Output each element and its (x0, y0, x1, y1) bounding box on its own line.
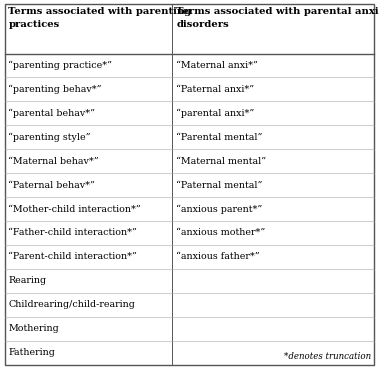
Text: “Mother-child interaction*”: “Mother-child interaction*” (8, 204, 141, 214)
Text: “parenting style”: “parenting style” (8, 132, 91, 142)
Text: Fathering: Fathering (8, 348, 55, 357)
Text: Terms associated with parental anxiety
disorders: Terms associated with parental anxiety d… (176, 7, 379, 29)
Text: “parental anxi*”: “parental anxi*” (176, 108, 254, 118)
Text: “Parental mental”: “Parental mental” (176, 133, 263, 142)
Text: “parenting practice*”: “parenting practice*” (8, 61, 112, 70)
Text: “parental behav*”: “parental behav*” (8, 108, 96, 118)
Text: “Maternal mental”: “Maternal mental” (176, 157, 266, 166)
Text: “Paternal behav*”: “Paternal behav*” (8, 180, 95, 190)
Text: *denotes truncation: *denotes truncation (284, 352, 371, 361)
Text: Childrearing/child-rearing: Childrearing/child-rearing (8, 300, 135, 309)
Text: Terms associated with parenting
practices: Terms associated with parenting practice… (8, 7, 192, 29)
Text: Rearing: Rearing (8, 276, 47, 285)
Text: “anxious parent*”: “anxious parent*” (176, 204, 263, 214)
Text: “anxious father*”: “anxious father*” (176, 252, 260, 261)
Text: Mothering: Mothering (8, 324, 59, 333)
Text: “Parent-child interaction*”: “Parent-child interaction*” (8, 252, 137, 261)
Text: “Maternal behav*”: “Maternal behav*” (8, 157, 99, 166)
Text: “Maternal anxi*”: “Maternal anxi*” (176, 61, 258, 70)
Text: “Paternal anxi*”: “Paternal anxi*” (176, 85, 254, 94)
Text: “parenting behav*”: “parenting behav*” (8, 85, 102, 94)
Text: “Paternal mental”: “Paternal mental” (176, 180, 263, 190)
Text: “Father-child interaction*”: “Father-child interaction*” (8, 228, 137, 238)
Text: “anxious mother*”: “anxious mother*” (176, 228, 265, 238)
